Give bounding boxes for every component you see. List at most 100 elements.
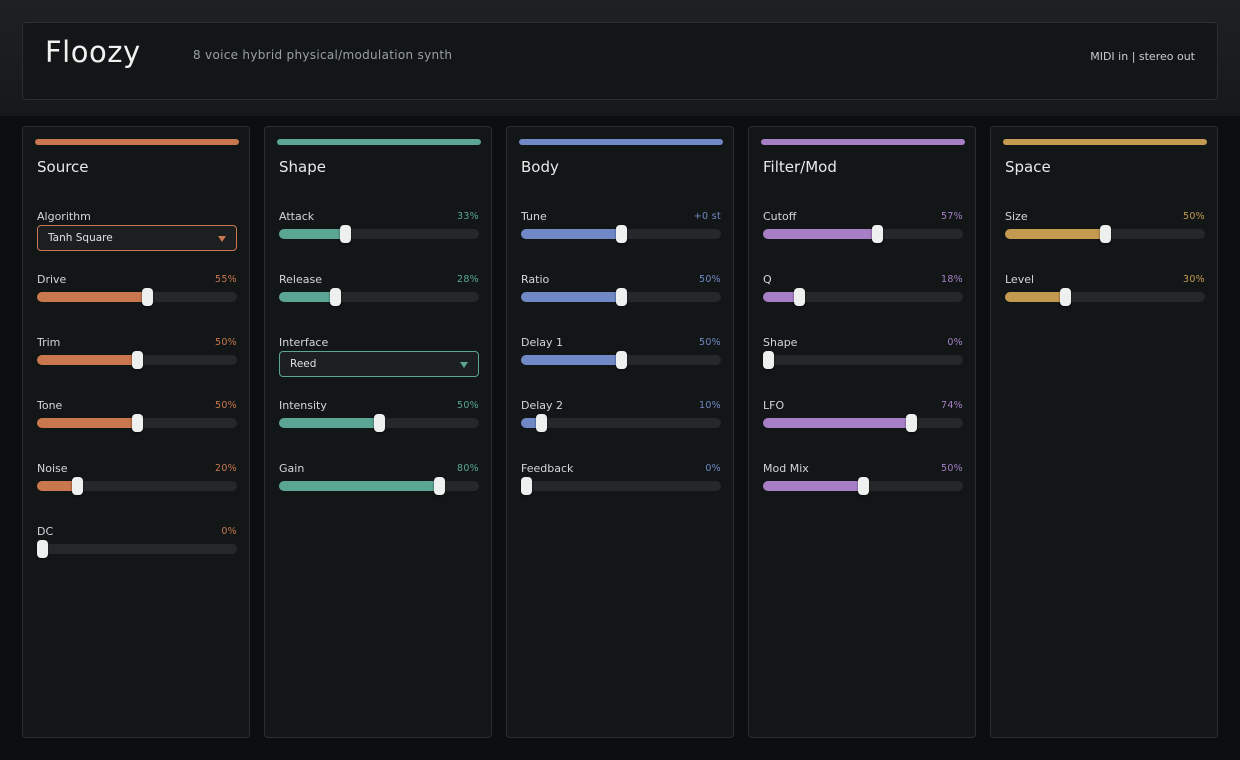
panel-accent-bar bbox=[35, 139, 239, 145]
slider-source-tone: Tone 50% bbox=[37, 399, 237, 449]
slider-space-level: Level 30% bbox=[1005, 273, 1205, 323]
app-header: Floozy 8 voice hybrid physical/modulatio… bbox=[22, 22, 1218, 100]
slider-source-dc: DC 0% bbox=[37, 525, 237, 575]
slider-thumb[interactable] bbox=[616, 288, 627, 306]
slider-thumb[interactable] bbox=[872, 225, 883, 243]
slider-thumb[interactable] bbox=[142, 288, 153, 306]
control-value: 80% bbox=[456, 463, 479, 474]
slider-track[interactable] bbox=[37, 414, 237, 432]
slider-track[interactable] bbox=[763, 351, 963, 369]
slider-thumb[interactable] bbox=[330, 288, 341, 306]
panel-body: Body Tune +0 st Ratio 50% Delay 1 50% Delay 2 10… bbox=[506, 126, 734, 738]
control-label: Noise bbox=[37, 462, 68, 475]
slider-track[interactable] bbox=[763, 477, 963, 495]
slider-track[interactable] bbox=[1005, 288, 1205, 306]
slider-track[interactable] bbox=[37, 288, 237, 306]
slider-thumb[interactable] bbox=[434, 477, 445, 495]
slider-source-trim: Trim 50% bbox=[37, 336, 237, 386]
slider-track[interactable] bbox=[1005, 225, 1205, 243]
slider-track[interactable] bbox=[521, 351, 721, 369]
control-label: Tone bbox=[37, 399, 63, 412]
panel-space: Space Size 50% Level 30% bbox=[990, 126, 1218, 738]
slider-thumb[interactable] bbox=[616, 225, 627, 243]
control-value: 74% bbox=[940, 400, 963, 411]
slider-body-delay-1: Delay 1 50% bbox=[521, 336, 721, 386]
algorithm-dropdown[interactable]: Tanh Square bbox=[37, 225, 237, 251]
slider-track[interactable] bbox=[763, 288, 963, 306]
slider-thumb[interactable] bbox=[1100, 225, 1111, 243]
slider-track[interactable] bbox=[279, 477, 479, 495]
slider-source-noise: Noise 20% bbox=[37, 462, 237, 512]
slider-fill bbox=[37, 481, 77, 491]
slider-track[interactable] bbox=[279, 288, 479, 306]
control-value: 50% bbox=[214, 400, 237, 411]
control-value: 30% bbox=[1182, 274, 1205, 285]
app-subtitle: 8 voice hybrid physical/modulation synth bbox=[193, 48, 453, 62]
slider-track[interactable] bbox=[37, 540, 237, 558]
control-label: Release bbox=[279, 273, 322, 286]
control-value: 57% bbox=[940, 211, 963, 222]
control-label: Delay 2 bbox=[521, 399, 564, 412]
slider-thumb[interactable] bbox=[132, 414, 143, 432]
slider-thumb[interactable] bbox=[906, 414, 917, 432]
app-title: Floozy bbox=[45, 35, 141, 69]
panel-source: Source Algorithm Tanh Square Drive 55% Trim 50… bbox=[22, 126, 250, 738]
slider-track[interactable] bbox=[521, 225, 721, 243]
slider-track[interactable] bbox=[37, 351, 237, 369]
slider-fill bbox=[763, 418, 911, 428]
slider-thumb[interactable] bbox=[858, 477, 869, 495]
slider-thumb[interactable] bbox=[521, 477, 532, 495]
control-value: 28% bbox=[456, 274, 479, 285]
slider-thumb[interactable] bbox=[72, 477, 83, 495]
slider-thumb[interactable] bbox=[536, 414, 547, 432]
slider-thumb[interactable] bbox=[616, 351, 627, 369]
slider-track[interactable] bbox=[279, 414, 479, 432]
control-label: Ratio bbox=[521, 273, 550, 286]
interface-dropdown[interactable]: Reed bbox=[279, 351, 479, 377]
slider-fill bbox=[763, 292, 799, 302]
control-label: Q bbox=[763, 273, 772, 286]
slider-thumb[interactable] bbox=[132, 351, 143, 369]
control-value: 10% bbox=[698, 400, 721, 411]
control-value: 55% bbox=[214, 274, 237, 285]
slider-fill bbox=[37, 355, 137, 365]
panel-accent-bar bbox=[761, 139, 965, 145]
control-value: 50% bbox=[1182, 211, 1205, 222]
control-label: Delay 1 bbox=[521, 336, 564, 349]
control-label: Algorithm bbox=[37, 210, 91, 223]
slider-track[interactable] bbox=[37, 477, 237, 495]
control-label: Trim bbox=[37, 336, 61, 349]
dropdown-value: Reed bbox=[290, 358, 317, 370]
slider-track[interactable] bbox=[521, 288, 721, 306]
slider-thumb[interactable] bbox=[794, 288, 805, 306]
panel-accent-bar bbox=[277, 139, 481, 145]
control-value: 50% bbox=[456, 400, 479, 411]
control-value: 33% bbox=[456, 211, 479, 222]
slider-track[interactable] bbox=[763, 414, 963, 432]
slider-thumb[interactable] bbox=[374, 414, 385, 432]
select-source-algorithm: Algorithm Tanh Square bbox=[37, 210, 237, 260]
slider-thumb[interactable] bbox=[37, 540, 48, 558]
control-label: Feedback bbox=[521, 462, 574, 475]
select-shape-interface: Interface Reed bbox=[279, 336, 479, 386]
slider-track[interactable] bbox=[521, 414, 721, 432]
control-value: 20% bbox=[214, 463, 237, 474]
control-label: Interface bbox=[279, 336, 329, 349]
slider-track[interactable] bbox=[763, 225, 963, 243]
slider-filter-mod-shape: Shape 0% bbox=[763, 336, 963, 386]
slider-track[interactable] bbox=[279, 225, 479, 243]
slider-thumb[interactable] bbox=[340, 225, 351, 243]
slider-thumb[interactable] bbox=[763, 351, 774, 369]
slider-fill bbox=[521, 418, 541, 428]
slider-shape-intensity: Intensity 50% bbox=[279, 399, 479, 449]
slider-track[interactable] bbox=[521, 477, 721, 495]
control-label: Size bbox=[1005, 210, 1028, 223]
panel-accent-bar bbox=[1003, 139, 1207, 145]
slider-body-delay-2: Delay 2 10% bbox=[521, 399, 721, 449]
panel-title: Filter/Mod bbox=[763, 158, 837, 176]
slider-filter-mod-cutoff: Cutoff 57% bbox=[763, 210, 963, 260]
control-label: DC bbox=[37, 525, 54, 538]
slider-thumb[interactable] bbox=[1060, 288, 1071, 306]
dropdown-value: Tanh Square bbox=[48, 232, 113, 244]
io-status: MIDI in | stereo out bbox=[1090, 50, 1195, 63]
